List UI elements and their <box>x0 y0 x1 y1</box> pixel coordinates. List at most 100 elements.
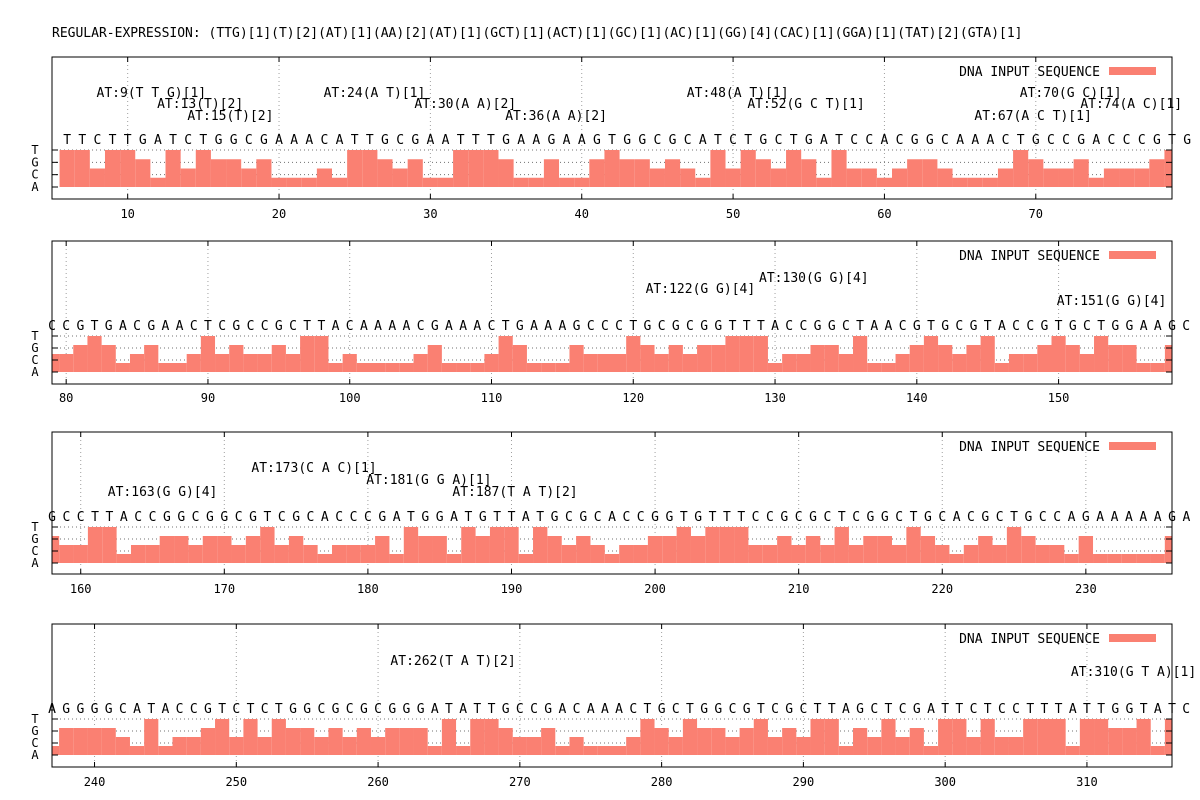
base-bar <box>739 728 754 755</box>
y-tick-label: A <box>31 180 39 194</box>
sequence-letter: A <box>162 319 170 334</box>
sequence-letter: T <box>1040 702 1048 717</box>
plot-frame <box>51 240 1173 385</box>
legend-swatch <box>1109 634 1156 642</box>
motif-annotation: AT:262(T A T)[2] <box>390 654 515 669</box>
sequence-letter: C <box>289 319 297 334</box>
plot-frame <box>51 431 1173 575</box>
base-bar <box>935 545 950 563</box>
base-bar <box>256 159 272 187</box>
base-bar <box>816 177 832 187</box>
base-bar <box>861 168 877 187</box>
y-tick-label: C <box>31 168 38 182</box>
x-tick-label: 310 <box>1076 775 1098 789</box>
base-bar <box>498 159 514 187</box>
base-bar <box>824 719 839 755</box>
sequence-letter: C <box>785 319 793 334</box>
base-bar <box>362 150 378 187</box>
sequence-letter: C <box>1047 133 1055 148</box>
base-bar <box>1008 737 1024 755</box>
base-bar <box>949 554 964 563</box>
sequence-letter: C <box>396 133 404 148</box>
sequence-letter: A <box>1154 702 1162 717</box>
base-bar <box>399 728 414 755</box>
base-bar <box>260 527 275 563</box>
sequence-letter: T <box>169 133 177 148</box>
motif-annotation: AT:67(A C T)[1] <box>974 109 1091 124</box>
sequence-letter: A <box>1140 319 1148 334</box>
base-bar <box>664 159 681 187</box>
base-bar <box>498 728 513 755</box>
sequence-letter: G <box>573 319 581 334</box>
sequence-letter: T <box>407 510 415 525</box>
sequence-letter: T <box>106 510 114 525</box>
sequence-letter: C <box>488 319 496 334</box>
base-bar <box>399 363 414 372</box>
base-bar <box>634 159 650 187</box>
sequence-letter: C <box>799 702 807 717</box>
base-bar <box>87 527 103 563</box>
x-tick-label: 150 <box>1048 391 1070 405</box>
base-bar <box>129 354 145 372</box>
x-tick-label: 140 <box>906 391 928 405</box>
sequence-letter: G <box>1032 133 1040 148</box>
base-bar <box>317 554 332 563</box>
base-bar <box>407 159 423 187</box>
base-bar <box>782 728 797 755</box>
base-bar <box>217 536 232 563</box>
sequence-letter: A <box>771 319 779 334</box>
base-bar <box>1051 336 1066 372</box>
base-bar <box>441 719 457 755</box>
sequence-letter: T <box>1026 702 1034 717</box>
sequence-letter: T <box>536 510 544 525</box>
base-bar <box>920 536 936 563</box>
sequence-letter: T <box>1083 702 1091 717</box>
base-bar <box>963 545 979 563</box>
base-bar <box>115 737 130 755</box>
sequence-letter: A <box>842 702 850 717</box>
sequence-letter: T <box>838 510 846 525</box>
sequence-letter: A <box>119 319 127 334</box>
base-bar <box>87 336 102 372</box>
sequence-letter: C <box>346 702 354 717</box>
base-bar <box>892 168 908 187</box>
base-bar <box>838 746 854 755</box>
base-bar <box>923 336 939 372</box>
sequence-letter: C <box>374 702 382 717</box>
y-tick-label: C <box>31 353 38 367</box>
base-bar <box>403 527 419 563</box>
sequence-letter: A <box>956 133 964 148</box>
base-bar <box>612 354 627 372</box>
sequence-letter: C <box>998 702 1006 717</box>
sequence-letter: A <box>953 510 961 525</box>
sequence-letter: A <box>162 702 170 717</box>
base-bar <box>375 536 390 563</box>
sequence-letter: G <box>91 702 99 717</box>
sequence-letter: T <box>457 133 465 148</box>
base-bar <box>805 536 821 563</box>
x-tick-label: 100 <box>339 391 361 405</box>
base-bar <box>243 719 258 755</box>
base-bar <box>468 150 484 187</box>
base-bar <box>483 150 499 187</box>
base-bar <box>697 345 712 372</box>
sequence-letter: A <box>587 702 595 717</box>
base-bar <box>385 363 400 372</box>
sequence-letter: C <box>192 510 200 525</box>
sequence-letter: A <box>473 319 481 334</box>
base-bar <box>129 746 145 755</box>
sequence-letter: C <box>261 319 269 334</box>
sequence-letter: T <box>984 319 992 334</box>
sequence-letter: G <box>76 319 84 334</box>
base-bar <box>892 545 907 563</box>
base-bar <box>543 159 560 187</box>
plot-frame <box>51 623 1173 768</box>
base-bar <box>640 719 655 755</box>
motif-annotation: AT:36(A A)[2] <box>505 109 607 124</box>
motif-annotation: AT:310(G T A)[1] <box>1071 665 1196 680</box>
sequence-letter: C <box>771 702 779 717</box>
base-bar <box>356 728 371 755</box>
sequence-letter: G <box>1111 702 1119 717</box>
base-bar <box>271 719 286 755</box>
sequence-letter: C <box>77 510 85 525</box>
